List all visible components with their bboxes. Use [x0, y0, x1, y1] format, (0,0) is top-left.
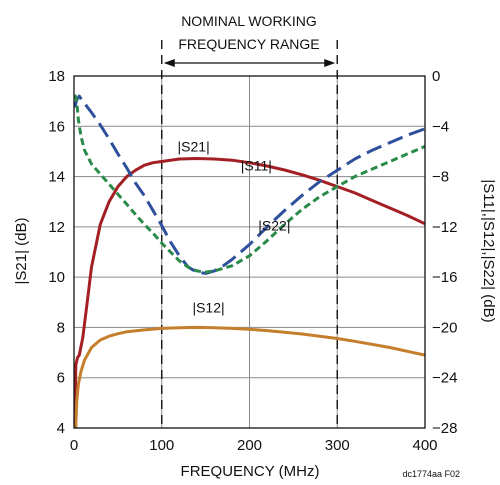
x-tick-label: 300 [325, 437, 350, 454]
series-labels: |S21| |S11| |S22| |S12| [178, 138, 291, 315]
grid [74, 76, 425, 428]
series-line-s21 [73, 157, 426, 424]
y-tick-label-left: 16 [48, 118, 65, 135]
y-tick-label-right: −4 [432, 118, 449, 135]
annotation-line2: FREQUENCY RANGE [178, 36, 319, 52]
y-tick-label-right: −28 [432, 420, 457, 437]
y-tick-label-right: −24 [432, 370, 457, 387]
y-tick-label-left: 12 [48, 219, 65, 236]
y-tick-label-left: 10 [48, 269, 65, 286]
y-tick-label-left: 6 [57, 370, 65, 387]
series-label-s11: |S11| [241, 157, 272, 173]
x-tick-label: 0 [70, 437, 78, 454]
series-label-s12: |S12| [192, 299, 224, 315]
y-tick-label-right: −12 [432, 219, 457, 236]
y-axis-title-right: |S11|,|S12|,|S22| (dB) [480, 179, 497, 322]
range-arrow-head-left [163, 59, 175, 67]
x-tick-label: 400 [412, 437, 437, 454]
x-tick-label: 200 [237, 437, 262, 454]
plot-frame [73, 75, 426, 429]
range-arrow-head-right [324, 59, 336, 67]
series-label-s21: |S21| [178, 138, 210, 154]
y-axis-title-left: |S21| (dB) [13, 218, 30, 285]
figure-id: dc1774aa F02 [402, 469, 460, 479]
x-axis-title: FREQUENCY (MHz) [181, 463, 320, 480]
x-tick-label: 100 [149, 437, 174, 454]
y-tick-label-right: −8 [432, 169, 449, 186]
tick-labels: 0 100 200 300 400 4 6 8 10 12 14 16 18 −28 −24 −20 −16 −1… [48, 68, 457, 454]
y-tick-label-right: −20 [432, 319, 457, 336]
series-line-s12 [74, 325, 426, 429]
series-group [73, 94, 426, 429]
series-line-s11 [73, 94, 426, 275]
series-line-s22 [73, 94, 426, 274]
y-tick-label-left: 8 [57, 319, 65, 336]
y-tick-label-left: 14 [48, 169, 65, 186]
annotation-line1: NOMINAL WORKING [181, 13, 317, 29]
y-tick-label-right: 0 [432, 68, 440, 85]
y-tick-label-left: 4 [57, 420, 65, 437]
range-annotation: NOMINAL WORKING FREQUENCY RANGE [161, 13, 338, 428]
y-tick-label-right: −16 [432, 269, 457, 286]
series-label-s22: |S22| [258, 218, 290, 234]
y-tick-label-left: 18 [48, 68, 65, 85]
